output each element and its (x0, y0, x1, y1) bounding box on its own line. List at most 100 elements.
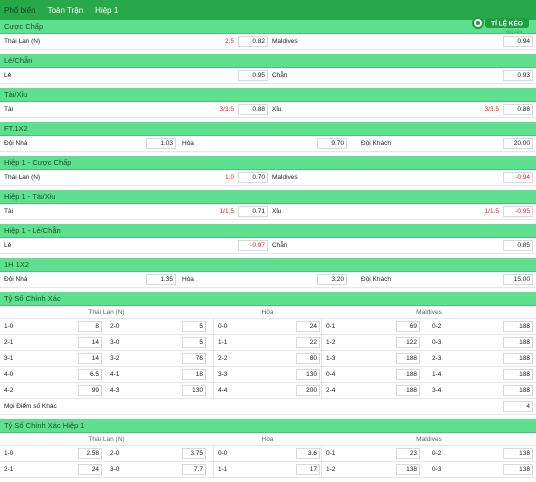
score-odds-button[interactable]: 2.58 (78, 448, 102, 459)
draw-odds-button[interactable]: 9.70 (317, 138, 347, 149)
score-label: 0-1 (326, 323, 336, 330)
under-odds-button[interactable]: 0.88 (503, 104, 533, 115)
score-odds-button[interactable]: 122 (396, 337, 420, 348)
away-odds-button[interactable]: -0.94 (503, 172, 533, 183)
away-odds-button[interactable]: 20.00 (503, 138, 533, 149)
over-line: 3/3.5 (219, 106, 234, 113)
even-label: Chẵn (272, 72, 288, 79)
score-label: 3-4 (432, 387, 442, 394)
over-odds-button[interactable]: 0.71 (238, 206, 268, 217)
score-label: 2-1 (4, 466, 14, 473)
home-team-label: Thái Lan (N) (4, 174, 41, 181)
section-correct-score: Tỷ Số Chính Xác (0, 292, 536, 306)
score-odds-button[interactable]: 3.6 (296, 448, 320, 459)
score-odds-button[interactable]: 188 (396, 385, 420, 396)
correct-score-h1-grid: Thái Lan (N) Hòa Maldives 1-0 2.58 2-0 3.75… (0, 433, 536, 478)
away-odds-button[interactable]: 15.00 (503, 274, 533, 285)
score-odds-button[interactable]: 24 (78, 464, 102, 475)
score-odds-button[interactable]: 6.5 (78, 369, 102, 380)
score-odds-button[interactable]: 3.75 (182, 448, 206, 459)
score-label: 2-0 (110, 323, 120, 330)
odds-row: Thái Lan (N) 2.5 0.82 Maldives 0.94 (0, 34, 536, 50)
under-odds-button[interactable]: -0.95 (503, 206, 533, 217)
score-odds-button[interactable]: 130 (296, 369, 320, 380)
score-label: 0-0 (218, 323, 228, 330)
score-odds-button[interactable]: 80 (296, 353, 320, 364)
score-row: 2-1 14 3-0 5 1-1 22 1-2 122 0-3 188 (0, 335, 536, 351)
score-label: 1-4 (432, 371, 442, 378)
draw-odds-button[interactable]: 3.20 (317, 274, 347, 285)
section-h1-le-chan: Hiệp 1 - Lẻ/Chẵn (0, 224, 536, 238)
over-line: 1/1.5 (219, 208, 234, 215)
header-home: Thái Lan (N) (88, 309, 125, 316)
score-odds-button[interactable]: 188 (503, 337, 533, 348)
odds-row: Tài 3/3.5 0.88 Xỉu 3/3.5 0.88 (0, 102, 536, 118)
score-odds-button[interactable]: 188 (503, 385, 533, 396)
other-scores-odds-button[interactable]: 4 (503, 401, 533, 412)
score-odds-button[interactable]: 5 (182, 337, 206, 348)
tab-pho-bien[interactable]: Phổ biến (4, 5, 36, 15)
column-divider (213, 462, 214, 477)
home-odds-button[interactable]: 1.03 (146, 138, 176, 149)
score-label: 3-1 (4, 355, 14, 362)
score-odds-button[interactable]: 76 (182, 353, 206, 364)
odds-row: Tài 1/1.5 0.71 Xỉu 1/1.5 -0.95 (0, 204, 536, 220)
score-row: 2-1 24 3-0 7.7 1-1 17 1-2 138 0-3 138 (0, 462, 536, 478)
score-odds-button[interactable]: 14 (78, 337, 102, 348)
even-odds-button[interactable]: 0.93 (503, 70, 533, 81)
score-odds-button[interactable]: 130 (182, 385, 206, 396)
score-odds-button[interactable]: 22 (296, 337, 320, 348)
score-odds-button[interactable]: 138 (503, 448, 533, 459)
score-odds-button[interactable]: 188 (503, 321, 533, 332)
score-label: 0-2 (432, 323, 442, 330)
score-odds-button[interactable]: 24 (296, 321, 320, 332)
home-odds-button[interactable]: 0.82 (238, 36, 268, 47)
score-label: 0-2 (432, 450, 442, 457)
score-odds-button[interactable]: 200 (296, 385, 320, 396)
over-label: Tài (4, 106, 14, 113)
score-odds-button[interactable]: 17 (296, 464, 320, 475)
score-odds-button[interactable]: 5 (182, 321, 206, 332)
score-row: 4-0 6.5 4-1 18 3-3 130 0-4 188 1-4 188 (0, 367, 536, 383)
away-label: Đội Khách (361, 140, 391, 147)
score-odds-button[interactable]: 18 (182, 369, 206, 380)
score-odds-button[interactable]: 188 (503, 369, 533, 380)
away-team-label: Maldives (272, 174, 298, 181)
away-odds-button[interactable]: 0.94 (503, 36, 533, 47)
score-odds-button[interactable]: 188 (396, 369, 420, 380)
odd-label: Lẻ (4, 242, 12, 249)
score-odds-button[interactable]: 99 (78, 385, 102, 396)
score-label: 4-1 (110, 371, 120, 378)
score-odds-button[interactable]: 138 (503, 464, 533, 475)
score-odds-button[interactable]: 7.7 (182, 464, 206, 475)
score-label: 4-2 (4, 387, 14, 394)
score-odds-button[interactable]: 23 (396, 448, 420, 459)
top-nav: Phổ biến Toàn Trận Hiệp 1 (0, 0, 536, 20)
column-divider (321, 446, 322, 461)
score-odds-button[interactable]: 188 (503, 353, 533, 364)
score-label: 1-1 (218, 466, 228, 473)
even-odds-button[interactable]: 0.85 (503, 240, 533, 251)
header-away: Maldives (416, 436, 442, 443)
draw-label: Hòa (182, 276, 194, 283)
header-away: Maldives (416, 309, 442, 316)
tab-toan-tran[interactable]: Toàn Trận (47, 5, 84, 15)
score-odds-button[interactable]: 188 (396, 353, 420, 364)
score-label: 3-0 (110, 339, 120, 346)
score-odds-button[interactable]: 8 (78, 321, 102, 332)
score-label: 1-0 (4, 323, 14, 330)
score-odds-button[interactable]: 138 (396, 464, 420, 475)
column-divider (321, 367, 322, 382)
score-odds-button[interactable]: 14 (78, 353, 102, 364)
home-odds-button[interactable]: 1.35 (146, 274, 176, 285)
score-odds-button[interactable]: 69 (396, 321, 420, 332)
draw-label: Hòa (182, 140, 194, 147)
score-label: 3-3 (218, 371, 228, 378)
over-odds-button[interactable]: 0.88 (238, 104, 268, 115)
home-odds-button[interactable]: 0.70 (238, 172, 268, 183)
odd-odds-button[interactable]: 0.95 (238, 70, 268, 81)
score-label: 2-4 (326, 387, 336, 394)
tab-hiep-1[interactable]: Hiệp 1 (95, 5, 119, 15)
score-label: 2-3 (432, 355, 442, 362)
odd-odds-button[interactable]: -0.97 (238, 240, 268, 251)
